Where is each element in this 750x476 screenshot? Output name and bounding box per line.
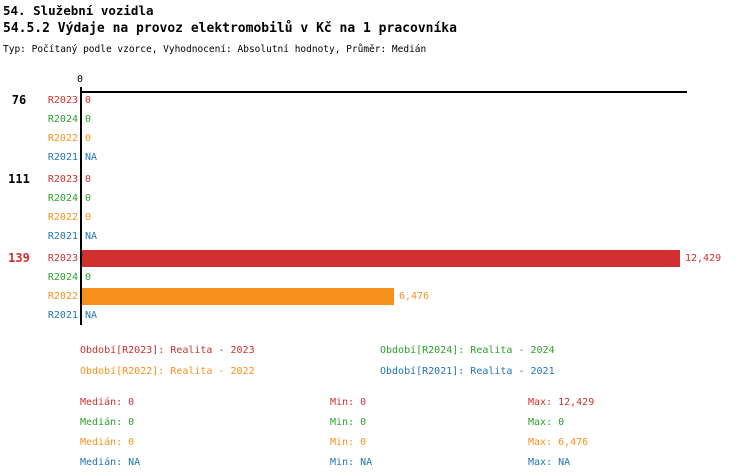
stat-max: Max: 12,429 (528, 397, 595, 408)
stat-min: Min: NA (330, 457, 373, 468)
series-label: R2022 (47, 291, 78, 302)
group-label: 139 (8, 251, 30, 265)
legend-item: Období[R2023]: Realita - 2023 (80, 345, 255, 356)
bar-value-label: 0 (85, 95, 92, 106)
series-label: R2022 (47, 133, 78, 144)
chart-row: 76 R2023 0 (0, 91, 750, 110)
series-label: R2021 (47, 152, 78, 163)
chart-rows: 76 R2023 0 R2024 0 R2022 0 R2021 NA 111 R2023 0 R202… (0, 91, 750, 325)
stat-min: Min: 0 (330, 417, 367, 428)
value-bar (82, 250, 680, 267)
bar-value-label: 0 (85, 133, 92, 144)
bar-value-label: NA (85, 231, 98, 242)
bar-value-label: 0 (85, 174, 92, 185)
value-bar (82, 288, 394, 305)
bar-value-label: 0 (85, 272, 92, 283)
stat-max: Max: 0 (528, 417, 565, 428)
series-label: R2021 (47, 310, 78, 321)
report-section-title: 54. Služební vozidla (3, 3, 154, 18)
stat-median: Medián: NA (80, 457, 141, 468)
bar-value-label: 0 (85, 212, 92, 223)
chart-row: R2021 NA (0, 227, 750, 246)
legend-item: Období[R2024]: Realita - 2024 (380, 345, 555, 356)
chart-row: R2024 0 (0, 189, 750, 208)
series-label: R2022 (47, 212, 78, 223)
stat-min: Min: 0 (330, 437, 367, 448)
chart-row: R2021 NA (0, 148, 750, 167)
bar-value-label: 0 (85, 193, 92, 204)
legend-item: Období[R2022]: Realita - 2022 (80, 366, 255, 377)
chart-title: 54.5.2 Výdaje na provoz elektromobilů v … (3, 21, 457, 36)
chart-row: R2022 0 (0, 129, 750, 148)
series-label: R2023 (47, 95, 78, 106)
stat-median: Medián: 0 (80, 417, 135, 428)
y-axis-line (80, 87, 82, 325)
chart-row: R2024 0 (0, 110, 750, 129)
series-label: R2024 (47, 193, 78, 204)
legend-item: Období[R2021]: Realita - 2021 (380, 366, 555, 377)
stat-max: Max: 6,476 (528, 437, 589, 448)
bar-value-label: NA (85, 152, 98, 163)
chart-row: 111 R2023 0 (0, 170, 750, 189)
stat-min: Min: 0 (330, 397, 367, 408)
series-label: R2024 (47, 114, 78, 125)
x-axis-line (80, 91, 687, 93)
series-label: R2023 (47, 174, 78, 185)
chart-row: R2021 NA (0, 306, 750, 325)
bar-value-label: 0 (85, 114, 92, 125)
chart-row: R2024 0 (0, 268, 750, 287)
chart-row: 139 R2023 12,429 (0, 249, 750, 268)
group-label: 76 (11, 93, 27, 107)
series-label: R2024 (47, 272, 78, 283)
chart-row: R2022 6,476 (0, 287, 750, 306)
bar-value-label: 12,429 (685, 253, 722, 264)
chart-meta-line: Typ: Počítaný podle vzorce, Vyhodnocení:… (3, 44, 427, 55)
stat-max: Max: NA (528, 457, 571, 468)
bar-value-label: NA (85, 310, 98, 321)
stat-median: Medián: 0 (80, 437, 135, 448)
group-label: 111 (8, 172, 30, 186)
x-axis-tick-label: 0 (77, 74, 84, 85)
series-label: R2023 (47, 253, 78, 264)
stat-median: Medián: 0 (80, 397, 135, 408)
series-label: R2021 (47, 231, 78, 242)
bar-value-label: 6,476 (399, 291, 430, 302)
chart-row: R2022 0 (0, 208, 750, 227)
